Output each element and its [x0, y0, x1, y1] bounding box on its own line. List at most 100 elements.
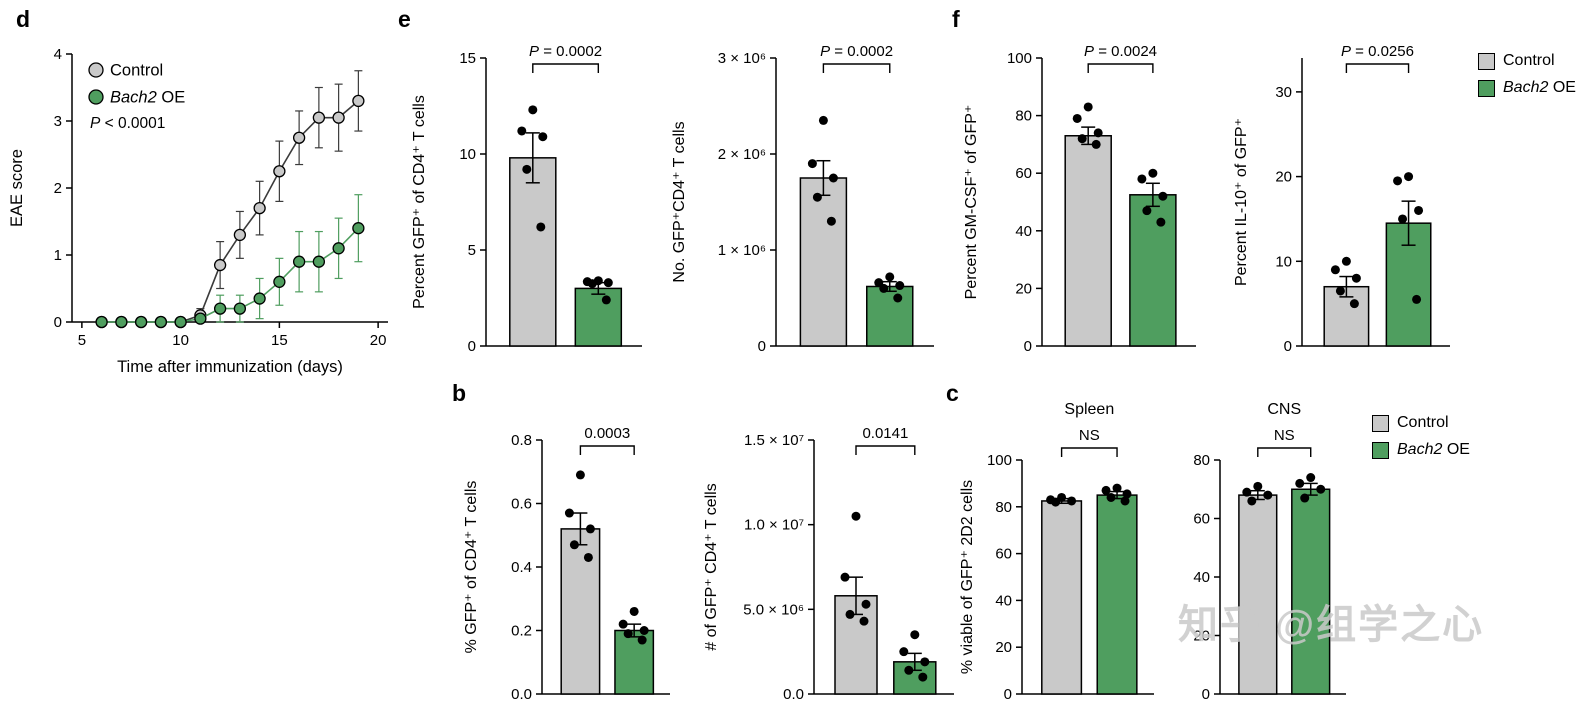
svg-text:0.0: 0.0: [783, 686, 804, 703]
legend-swatch: [1372, 414, 1389, 432]
svg-text:15: 15: [271, 332, 288, 349]
sig-bracket: [1087, 63, 1154, 73]
num-gfp-cd4-bar-chart: 0.0 5.0 × 10⁶ 1.0 × 10⁷ 1.5 × 10⁷ # of GFP⁺ …: [694, 396, 972, 713]
legend-label: Control: [1397, 414, 1449, 431]
svg-text:30: 30: [1275, 84, 1292, 101]
legend-marker: [88, 62, 104, 78]
y-axis-label: # of GFP⁺ CD4⁺ T cells: [703, 483, 720, 650]
error-bar: [525, 132, 540, 184]
data-points: [874, 272, 905, 303]
svg-text:0: 0: [1284, 338, 1292, 355]
error-bar: [1145, 182, 1160, 208]
bar-control: [1323, 256, 1370, 347]
bar-bach2: [1291, 473, 1331, 695]
sig-bracket: [532, 63, 600, 73]
sig-label: P = 0.0002: [529, 43, 602, 60]
chart-title: Spleen: [1064, 401, 1114, 418]
e1-svg: 0 5 10 15 Percent GFP⁺ of CD4⁺ T cells P = 0.…: [411, 43, 642, 355]
p-value-annotation: P < 0.0001: [90, 115, 165, 132]
bar-bach2: [1385, 172, 1432, 347]
svg-text:60: 60: [995, 546, 1012, 563]
sig-bracket: [1257, 447, 1312, 457]
svg-text:0: 0: [1004, 686, 1012, 703]
spleen-viability-bar-chart: 0 20 40 60 80 100 % viable of GFP⁺ 2D2 cells NS…: [954, 396, 1166, 713]
data-points: [1072, 102, 1103, 149]
data-points: [1046, 492, 1077, 507]
panel-label-e: e: [398, 6, 411, 32]
bar-bach2: [574, 276, 623, 347]
number-gfp-cd4-bar-chart: 0 1 × 10⁶ 2 × 10⁶ 3 × 10⁶ No. GFP⁺CD4⁺ T cel…: [664, 12, 952, 367]
pct-gfp-cd4-bar-chart: 0.0 0.2 0.4 0.6 0.8 % GFP⁺ of CD4⁺ T cells 0.0…: [456, 396, 684, 713]
bar-control: [799, 115, 848, 347]
cns-viability-bar-chart: 0 20 40 60 80 NS CNS: [1170, 396, 1358, 713]
legend-item: Control: [1372, 414, 1470, 432]
sig-bracket: [855, 445, 916, 455]
data-points: [807, 115, 838, 226]
y-axis-label: Percent GM-CSF⁺ of GFP⁺: [963, 105, 980, 300]
f1-svg: 0 20 40 60 80 100 Percent GM-CSF⁺ of GFP⁺ P = 0…: [963, 43, 1196, 355]
data-points: [1242, 481, 1273, 506]
e2-svg: 0 1 × 10⁶ 2 × 10⁶ 3 × 10⁶ No. GFP⁺CD4⁺ T cel…: [671, 43, 934, 355]
svg-text:2: 2: [54, 180, 62, 197]
svg-text:20: 20: [1015, 280, 1032, 297]
sig-label: P = 0.0002: [820, 43, 893, 60]
svg-text:10: 10: [172, 332, 189, 349]
svg-text:80: 80: [1193, 452, 1210, 469]
bar-bach2: [1096, 483, 1138, 695]
b1-svg: 0.0 0.2 0.4 0.6 0.8 % GFP⁺ of CD4⁺ T cells 0.0…: [463, 425, 670, 703]
panel-label-b: b: [452, 380, 467, 406]
axes: [808, 439, 954, 695]
bar-bach2: [866, 272, 914, 347]
bar-control: [509, 105, 557, 347]
legend-item: Control: [1478, 52, 1576, 70]
data-points: [1137, 168, 1168, 227]
data-points: [564, 470, 595, 562]
svg-text:10: 10: [1275, 253, 1292, 270]
bar-control: [1238, 481, 1278, 695]
y-axis-label: EAE score: [8, 149, 26, 227]
legend-swatch: [1478, 79, 1495, 97]
sig-label: 0.0141: [862, 425, 908, 442]
svg-text:0.4: 0.4: [511, 559, 532, 576]
svg-text:0: 0: [1024, 338, 1032, 355]
data-points: [899, 630, 930, 682]
data-points: [517, 105, 548, 232]
svg-text:0: 0: [468, 338, 476, 355]
svg-text:2 × 10⁶: 2 × 10⁶: [718, 146, 766, 163]
y-axis-label: Percent GFP⁺ of CD4⁺ T cells: [411, 95, 428, 309]
sig-bracket: [822, 63, 891, 73]
svg-text:20: 20: [370, 332, 387, 349]
sig-label: NS: [1274, 427, 1295, 444]
il10-of-gfp-bar-chart: 0 10 20 30 Percent IL-10⁺ of GFP⁺ P = 0.0256: [1226, 12, 1466, 367]
svg-text:40: 40: [1193, 569, 1210, 586]
watermark: 知乎 @组学之心: [1178, 603, 1485, 647]
svg-text:20: 20: [995, 639, 1012, 656]
y-axis-label: Percent IL-10⁺ of GFP⁺: [1233, 118, 1250, 286]
legend-marker: [88, 89, 104, 105]
data-points: [618, 606, 649, 645]
bar-control: [834, 511, 878, 695]
f2-svg: 0 10 20 30 Percent IL-10⁺ of GFP⁺ P = 0.0256: [1233, 43, 1450, 355]
sig-label: P = 0.0024: [1084, 43, 1157, 60]
svg-text:10: 10: [459, 146, 476, 163]
legend-label: Control: [110, 62, 163, 80]
legend-label: Control: [1503, 52, 1555, 69]
svg-text:0.2: 0.2: [511, 623, 532, 640]
panel-label-c: c: [946, 380, 959, 406]
svg-text:0.0: 0.0: [511, 686, 532, 703]
legend-label: Bach2 OE: [1397, 441, 1470, 458]
legend-panel-c: Control Bach2 OE: [1372, 414, 1470, 459]
sig-bracket: [1060, 447, 1118, 457]
panel-label-d: d: [16, 6, 31, 32]
svg-text:60: 60: [1193, 511, 1210, 528]
c1-svg: 0 20 40 60 80 100 % viable of GFP⁺ 2D2 cells NS…: [959, 401, 1154, 703]
svg-text:0: 0: [1202, 686, 1210, 703]
c2-svg: 0 20 40 60 80 NS CNS: [1193, 401, 1346, 703]
svg-text:5: 5: [78, 332, 86, 349]
svg-text:100: 100: [987, 452, 1012, 469]
gmcsf-of-gfp-bar-chart: 0 20 40 60 80 100 Percent GM-CSF⁺ of GFP⁺ P = 0…: [956, 12, 1212, 367]
legend-panel-f: Control Bach2 OE: [1478, 52, 1576, 97]
y-axis-label: % GFP⁺ of CD4⁺ T cells: [463, 481, 480, 654]
bar-bach2: [1129, 168, 1177, 347]
svg-text:1.5 × 10⁷: 1.5 × 10⁷: [744, 432, 804, 449]
